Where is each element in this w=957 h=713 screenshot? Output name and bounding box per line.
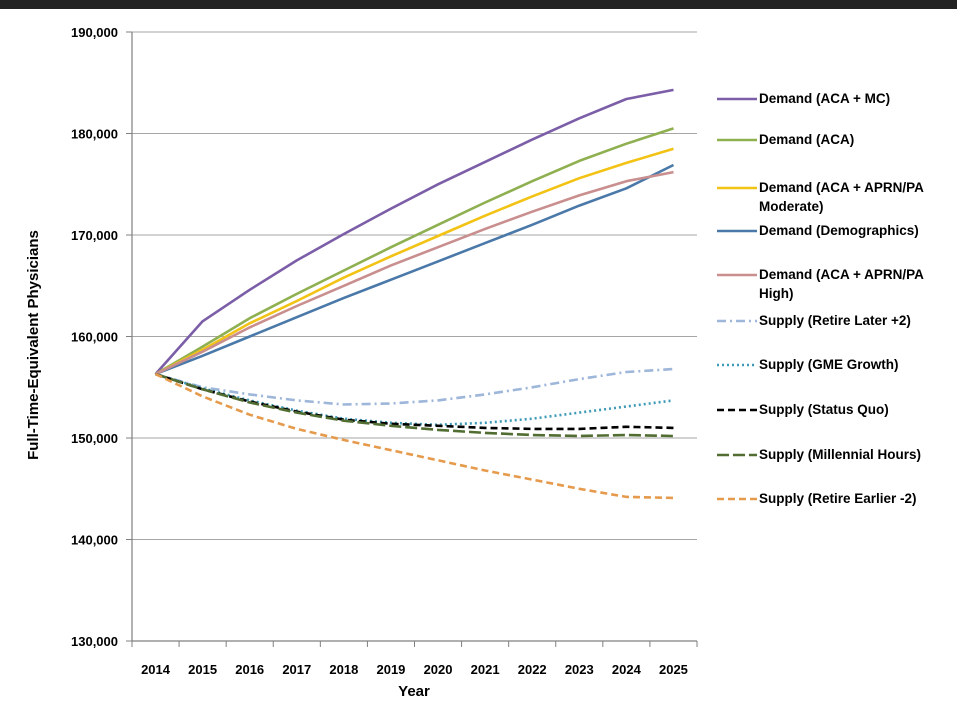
legend-label-line: Supply (GME Growth): [759, 357, 899, 372]
legend-label: Supply (Retire Later +2): [759, 313, 911, 328]
legend-label-line: Demand (ACA + APRN/PA: [759, 267, 924, 282]
series-lines: [154, 88, 675, 500]
legend-label-line: High): [759, 286, 794, 301]
x-tick-label: 2016: [235, 662, 264, 677]
x-tick-label: 2023: [565, 662, 594, 677]
x-tick-label: 2021: [471, 662, 500, 677]
legend-label-line: Demand (ACA): [759, 132, 854, 147]
legend-label: Supply (Millennial Hours): [759, 447, 921, 462]
y-tick-label: 170,000: [71, 228, 118, 243]
line-chart: 130,000 140,000 150,000 160,000 170,000 180,0…: [25, 25, 924, 700]
y-tick-label: 180,000: [71, 127, 118, 142]
legend-label-line: Moderate): [759, 199, 824, 214]
series-line: [154, 88, 674, 375]
axes: 130,000 140,000 150,000 160,000 170,000 180,0…: [71, 25, 698, 677]
x-tick-label: 2019: [376, 662, 405, 677]
series-line: [155, 163, 675, 376]
legend-label-line: Supply (Status Quo): [759, 402, 889, 417]
y-tick-label: 130,000: [71, 634, 118, 649]
x-tick-label: 2017: [282, 662, 311, 677]
legend: Demand (ACA + MC) Demand (ACA) Demand (ACA…: [717, 91, 924, 506]
x-axis-title: Year: [398, 683, 430, 700]
series-line: [154, 170, 674, 376]
x-tick-label: 2014: [141, 662, 171, 677]
legend-label-line: Demand (ACA + APRN/PA: [759, 180, 924, 195]
legend-label: Demand (ACA): [759, 132, 854, 147]
y-tick-label: 140,000: [71, 533, 118, 548]
series-line: [154, 372, 674, 500]
x-tick-label: 2025: [659, 662, 688, 677]
series-line: [154, 127, 674, 376]
legend-label: Supply (GME Growth): [759, 357, 899, 372]
legend-label: Demand (ACA + MC): [759, 91, 890, 106]
y-tick-label: 190,000: [71, 25, 118, 40]
legend-label-line: Demand (Demographics): [759, 223, 919, 238]
chart-container: 130,000 140,000 150,000 160,000 170,000 180,0…: [0, 9, 957, 713]
legend-label: Supply (Status Quo): [759, 402, 889, 417]
x-tick-label: 2024: [612, 662, 642, 677]
x-tick-label: 2020: [424, 662, 453, 677]
series-line: [155, 372, 674, 438]
legend-label: Supply (Retire Earlier -2): [759, 491, 917, 506]
series-line: [155, 367, 674, 406]
series-line: [155, 372, 674, 427]
y-tick-label: 150,000: [71, 431, 118, 446]
legend-label: Demand (Demographics): [759, 223, 919, 238]
y-axis-title: Full-Time-Equivalent Physicians: [25, 230, 42, 460]
y-tick-label: 160,000: [71, 330, 118, 345]
legend-label: Demand (ACA + APRN/PA Moderate): [759, 180, 924, 214]
x-tick-label: 2015: [188, 662, 217, 677]
legend-label-line: Demand (ACA + MC): [759, 91, 890, 106]
legend-label-line: Supply (Retire Earlier -2): [759, 491, 917, 506]
legend-label: Demand (ACA + APRN/PA High): [759, 267, 924, 301]
x-tick-label: 2022: [518, 662, 547, 677]
legend-label-line: Supply (Millennial Hours): [759, 447, 921, 462]
legend-label-line: Supply (Retire Later +2): [759, 313, 911, 328]
series-line: [154, 147, 674, 376]
gridlines: [132, 31, 697, 540]
x-tick-label: 2018: [329, 662, 358, 677]
